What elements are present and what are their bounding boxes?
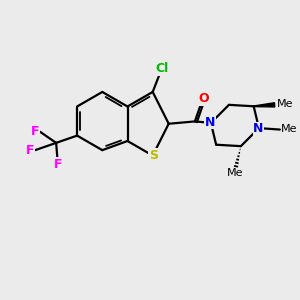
Text: F: F [31, 125, 39, 138]
Text: F: F [54, 158, 62, 171]
Text: N: N [253, 122, 263, 135]
Polygon shape [254, 103, 275, 107]
Text: Me: Me [277, 99, 293, 109]
Text: Me: Me [281, 124, 298, 134]
Text: F: F [26, 144, 34, 157]
Text: O: O [198, 92, 209, 106]
Text: Me: Me [227, 168, 243, 178]
Text: Cl: Cl [156, 62, 169, 75]
Text: S: S [149, 149, 158, 162]
Text: N: N [205, 116, 215, 129]
